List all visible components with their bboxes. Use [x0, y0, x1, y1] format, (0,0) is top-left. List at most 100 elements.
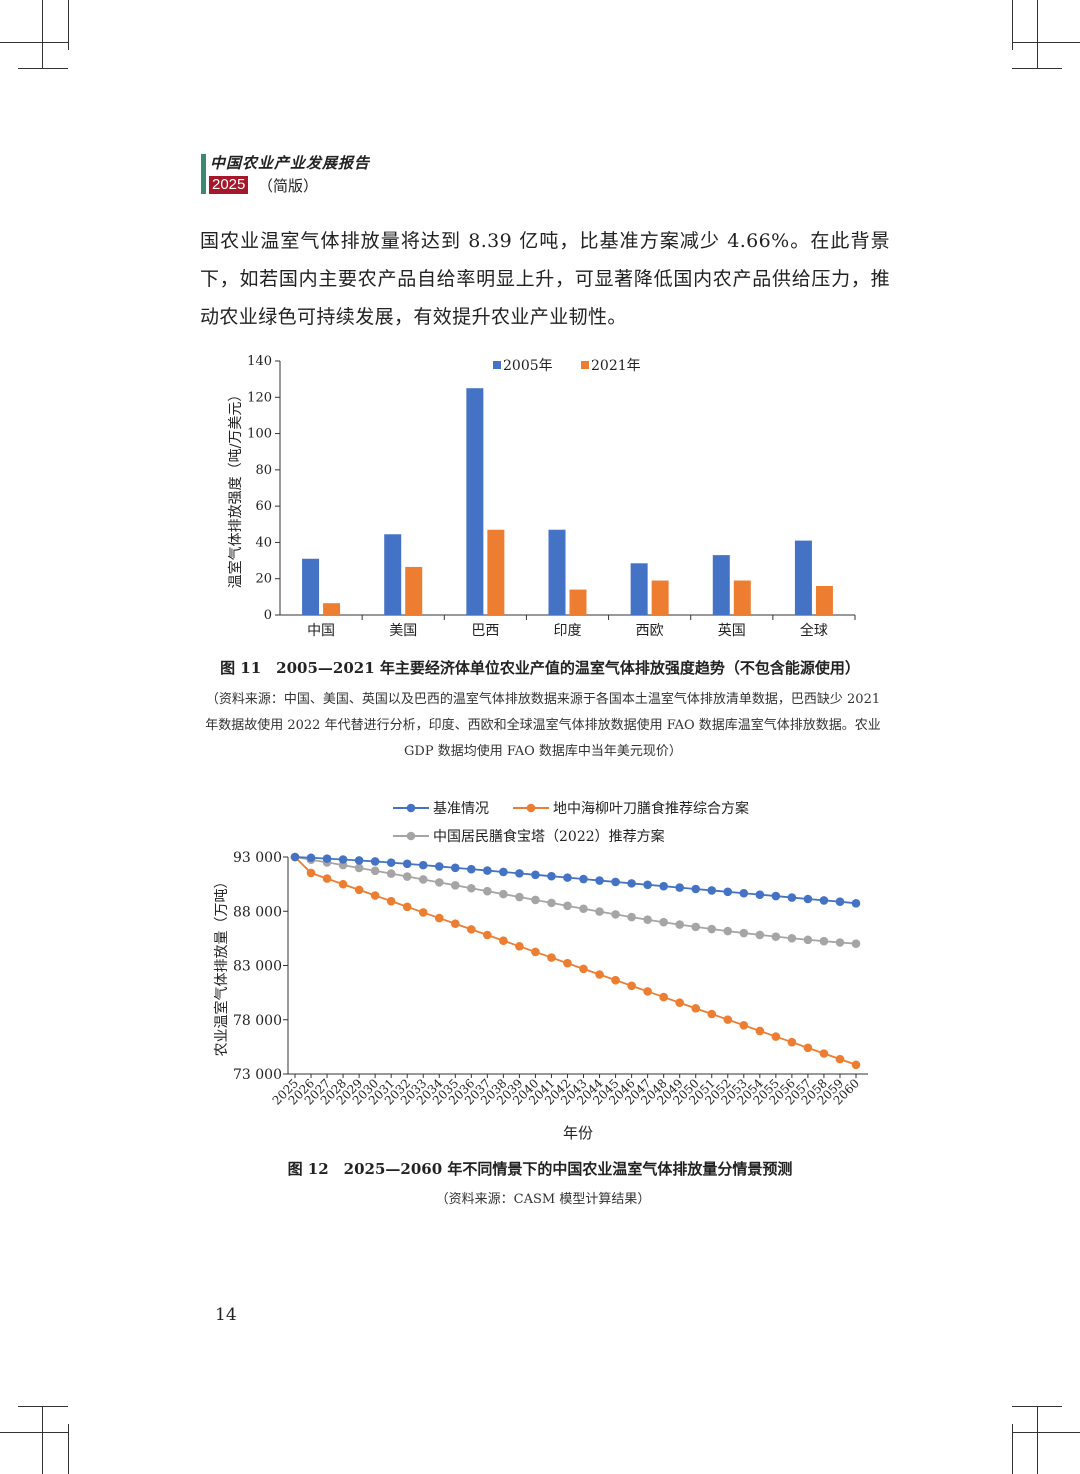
data-point-基准情况 — [531, 870, 540, 880]
data-point-地中海柳叶刀膳食推荐综合方案 — [803, 1043, 813, 1053]
y-tick-label: 120 — [247, 390, 272, 405]
legend-label: 地中海柳叶刀膳食推荐综合方案 — [553, 800, 749, 817]
data-point-中国居民膳食宝塔（2022）推荐方案 — [675, 920, 684, 929]
legend-label: 中国居民膳食宝塔（2022）推荐方案 — [433, 828, 665, 845]
data-point-基准情况 — [595, 876, 604, 885]
data-point-基准情况 — [467, 864, 476, 874]
running-header-year: 2025 — [209, 176, 249, 194]
crop-mark — [1037, 1406, 1038, 1474]
crop-mark — [1012, 68, 1062, 69]
data-point-地中海柳叶刀膳食推荐综合方案 — [787, 1037, 797, 1047]
header-accent-bar — [201, 154, 206, 194]
data-point-基准情况 — [627, 879, 636, 888]
data-point-基准情况 — [723, 887, 733, 897]
data-point-基准情况 — [707, 886, 717, 895]
y-axis-label: 温室气体排放强度（吨/万美元） — [227, 388, 244, 589]
data-point-中国居民膳食宝塔（2022）推荐方案 — [499, 889, 508, 899]
data-point-中国居民膳食宝塔（2022）推荐方案 — [418, 875, 428, 884]
data-point-地中海柳叶刀膳食推荐综合方案 — [434, 913, 444, 923]
data-point-基准情况 — [659, 881, 668, 891]
data-point-中国居民膳食宝塔（2022）推荐方案 — [434, 878, 444, 887]
legend-swatch-2021年 — [581, 361, 589, 369]
y-tick-label: 100 — [247, 427, 272, 442]
data-point-地中海柳叶刀膳食推荐综合方案 — [386, 896, 396, 906]
y-tick-label: 140 — [247, 354, 272, 369]
x-tick-label: 美国 — [389, 623, 417, 639]
data-point-中国居民膳食宝塔（2022）推荐方案 — [515, 892, 524, 902]
data-point-地中海柳叶刀膳食推荐综合方案 — [771, 1032, 781, 1041]
data-point-地中海柳叶刀膳食推荐综合方案 — [370, 891, 380, 900]
data-point-基准情况 — [386, 858, 396, 867]
data-point-基准情况 — [739, 888, 749, 898]
data-point-基准情况 — [322, 854, 332, 863]
data-point-基准情况 — [306, 853, 316, 863]
series-line-地中海柳叶刀膳食推荐综合方案 — [294, 856, 857, 1066]
data-point-中国居民膳食宝塔（2022）推荐方案 — [354, 863, 364, 873]
legend-swatch-2005年 — [493, 361, 501, 369]
x-tick-label: 英国 — [718, 622, 746, 639]
bar-中国-2005年 — [302, 558, 320, 615]
running-header-subtitle: （简版） — [258, 177, 319, 195]
bar-西欧-2021年 — [651, 580, 669, 615]
data-point-中国居民膳食宝塔（2022）推荐方案 — [563, 901, 572, 911]
crop-mark — [42, 1406, 43, 1474]
y-tick-label: 93 000 — [233, 850, 282, 866]
data-point-基准情况 — [643, 880, 652, 890]
crop-mark — [1012, 1432, 1080, 1433]
bar-美国-2021年 — [405, 566, 423, 615]
data-point-地中海柳叶刀膳食推荐综合方案 — [306, 868, 316, 878]
data-point-地中海柳叶刀膳食推荐综合方案 — [627, 981, 636, 991]
data-point-中国居民膳食宝塔（2022）推荐方案 — [771, 932, 781, 941]
bar-美国-2005年 — [384, 534, 402, 615]
data-point-基准情况 — [483, 866, 492, 875]
data-point-地中海柳叶刀膳食推荐综合方案 — [563, 958, 572, 968]
data-point-中国居民膳食宝塔（2022）推荐方案 — [851, 939, 861, 948]
data-point-基准情况 — [547, 871, 556, 881]
y-axis-label: 农业温室气体排放量（万吨） — [213, 875, 230, 1057]
data-point-地中海柳叶刀膳食推荐综合方案 — [322, 874, 332, 883]
data-point-基准情况 — [819, 896, 829, 905]
data-point-中国居民膳食宝塔（2022）推荐方案 — [450, 881, 460, 890]
crop-mark — [68, 0, 69, 50]
bar-全球-2005年 — [794, 540, 812, 615]
data-point-地中海柳叶刀膳食推荐综合方案 — [739, 1020, 749, 1030]
data-point-中国居民膳食宝塔（2022）推荐方案 — [739, 928, 749, 938]
y-tick-label: 83 000 — [233, 959, 282, 975]
data-point-基准情况 — [563, 873, 572, 882]
body-paragraph: 国农业温室气体排放量将达到 8.39 亿吨，比基准方案减少 4.66%。在此背景… — [200, 230, 890, 328]
crop-mark — [1012, 42, 1080, 43]
legend-label: 2021年 — [591, 358, 641, 374]
page-number: 14 — [215, 1305, 237, 1325]
y-tick-label: 88 000 — [233, 904, 282, 920]
data-point-基准情况 — [515, 869, 524, 878]
figure-12-caption: 图 12 2025—2060 年不同情景下的中国农业温室气体排放量分情景预测 — [287, 1160, 793, 1178]
legend-marker-中国居民膳食宝塔（2022）推荐方案 — [406, 831, 416, 841]
crop-mark — [0, 42, 68, 43]
data-point-基准情况 — [803, 894, 813, 904]
legend-label: 基准情况 — [433, 800, 489, 817]
data-point-地中海柳叶刀膳食推荐综合方案 — [354, 885, 364, 895]
data-point-中国居民膳食宝塔（2022）推荐方案 — [402, 872, 412, 881]
y-tick-label: 0 — [264, 608, 272, 623]
data-point-基准情况 — [354, 856, 364, 865]
data-point-中国居民膳食宝塔（2022）推荐方案 — [531, 895, 540, 905]
x-tick-label: 全球 — [800, 622, 828, 639]
bar-英国-2021年 — [733, 580, 751, 615]
data-point-中国居民膳食宝塔（2022）推荐方案 — [370, 866, 380, 876]
data-point-中国居民膳食宝塔（2022）推荐方案 — [691, 922, 701, 932]
data-point-地中海柳叶刀膳食推荐综合方案 — [819, 1049, 829, 1058]
bar-英国-2005年 — [712, 555, 730, 615]
data-point-中国居民膳食宝塔（2022）推荐方案 — [659, 917, 668, 927]
data-point-中国居民膳食宝塔（2022）推荐方案 — [579, 904, 588, 914]
data-point-基准情况 — [402, 859, 412, 869]
data-point-地中海柳叶刀膳食推荐综合方案 — [723, 1015, 733, 1024]
data-point-中国居民膳食宝塔（2022）推荐方案 — [595, 907, 604, 916]
data-point-地中海柳叶刀膳食推荐综合方案 — [675, 998, 684, 1008]
data-point-中国居民膳食宝塔（2022）推荐方案 — [611, 910, 620, 919]
data-point-中国居民膳食宝塔（2022）推荐方案 — [803, 935, 813, 945]
bar-西欧-2005年 — [630, 563, 648, 615]
data-point-基准情况 — [370, 857, 380, 866]
legend-marker-地中海柳叶刀膳食推荐综合方案 — [526, 803, 536, 813]
data-point-基准情况 — [499, 867, 508, 877]
